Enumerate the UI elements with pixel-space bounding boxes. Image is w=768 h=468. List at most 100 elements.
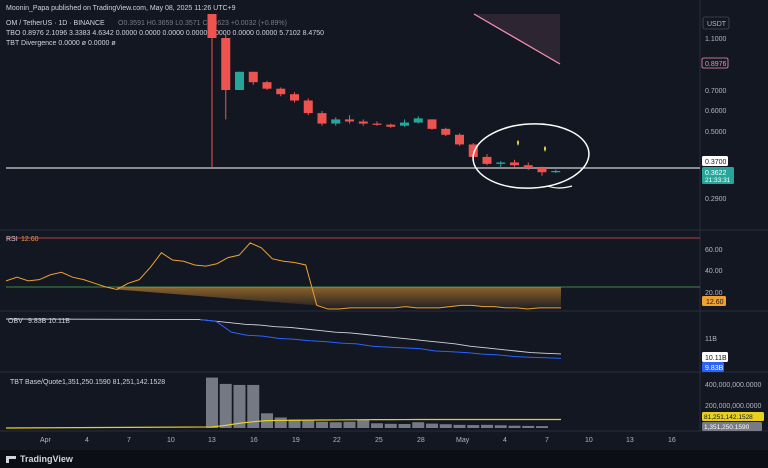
base-quote-label[interactable]: TBT Base/Quote <box>10 379 62 386</box>
candle-body <box>427 119 437 129</box>
rsi-tick-60: 60.00 <box>705 247 723 254</box>
time-tick-16: 16 <box>250 437 258 444</box>
tbo-price-tag <box>701 57 729 69</box>
candle-body <box>345 119 354 122</box>
candle-body <box>290 94 299 101</box>
candle-body <box>455 134 464 145</box>
candle-body <box>276 88 286 95</box>
price-pane[interactable] <box>6 13 700 191</box>
obv-value-tag-text: 9.83B <box>705 365 724 372</box>
candle-body <box>248 71 258 83</box>
time-tick-may-13: 13 <box>626 437 634 444</box>
volume-bar <box>288 419 301 428</box>
candle-body <box>441 128 451 135</box>
rsi-line <box>5 242 561 310</box>
candle-body <box>331 119 341 124</box>
volume-bar <box>412 422 425 428</box>
volume-bar <box>508 425 521 428</box>
candle-body <box>207 14 217 38</box>
time-tick-may-4: 4 <box>503 437 507 444</box>
rsi-label[interactable]: RSI <box>6 236 18 243</box>
time-tick-13: 13 <box>208 437 216 444</box>
tradingview-brand: TradingView <box>20 454 73 464</box>
level-price-tag <box>702 156 728 166</box>
ohlc-readout: O0.3591 H0.3659 L0.3571 C0.3623 +0.0032 … <box>118 20 287 27</box>
volume-bar <box>426 423 438 428</box>
volume-bar <box>384 423 397 428</box>
volume-bar <box>357 419 370 428</box>
time-tick-7: 7 <box>127 437 131 444</box>
rsi-pane[interactable]: RSI 12.60 60.00 40.00 20.00 12.60 <box>5 236 726 310</box>
price-tick-2: 0.7000 <box>705 88 727 95</box>
rsi-oversold-fill <box>117 287 561 310</box>
volume-bar <box>233 384 246 428</box>
level-price-tag-text: 0.3700 <box>705 159 727 166</box>
tradingview-chart[interactable]: Moonin_Papa published on TradingView.com… <box>0 0 768 450</box>
tbo-indicator-label[interactable]: TBO 0.8976 2.1096 3.3383 4.6342 0.0000 0… <box>6 30 324 37</box>
candle-body <box>262 82 272 89</box>
obv-line <box>199 319 562 359</box>
time-tick-10: 10 <box>167 437 175 444</box>
volume-bar <box>206 377 218 428</box>
volume-tick-200m: 200,000,000.0000 <box>705 403 762 410</box>
volume-tick-400m: 400,000,000.0000 <box>705 382 762 389</box>
symbol-label[interactable]: OM / TetherUS · 1D · BINANCE <box>6 20 105 27</box>
volume-bar <box>453 424 466 428</box>
candle-body <box>468 144 478 157</box>
price-tick-5: 0.2900 <box>705 196 727 203</box>
volume-signal-tag-text: 81,251,142.1528 <box>704 414 753 421</box>
time-tick-may-16: 16 <box>668 437 676 444</box>
rsi-value-tag <box>702 296 726 306</box>
time-tick-25: 25 <box>375 437 383 444</box>
obv-signal-tag-text: 10.11B <box>705 355 727 362</box>
time-tick-19: 19 <box>292 437 300 444</box>
time-tick-22: 22 <box>333 437 341 444</box>
price-tick-3: 0.6000 <box>705 108 727 115</box>
tbt-divergence-label[interactable]: TBT Divergence 0.0000 ø 0.0000 ø <box>6 40 116 47</box>
candle-body <box>235 71 244 90</box>
time-tick-may-7: 7 <box>545 437 549 444</box>
candle-body <box>386 124 396 127</box>
candle-body <box>551 170 561 173</box>
candle-body <box>400 122 409 126</box>
bar-countdown: 21:33:31 <box>705 177 731 184</box>
tradingview-logo-icon <box>6 455 16 463</box>
base-quote-pane[interactable]: TBT Base/Quote 1,351,250.1590 81,251,142… <box>5 377 764 431</box>
time-tick-28: 28 <box>417 437 425 444</box>
footer-bar: TradingView <box>0 450 768 468</box>
currency-badge[interactable] <box>702 16 730 30</box>
time-tick-apr: Apr <box>40 437 52 444</box>
tbo-price-tag-text: 0.8976 <box>705 61 727 68</box>
obv-label[interactable]: OBV <box>8 318 23 325</box>
obv-signal-line <box>5 318 562 355</box>
candle-body <box>523 165 533 168</box>
candle-body <box>413 118 423 123</box>
volume-signal-tag <box>702 412 764 421</box>
time-axis[interactable]: Apr 4 7 10 13 16 19 22 25 28 May 4 7 10 … <box>40 437 676 444</box>
candle-body <box>303 100 313 114</box>
volume-bar <box>343 421 356 428</box>
published-header: Moonin_Papa published on TradingView.com… <box>6 5 236 12</box>
tradingview-logo[interactable]: TradingView <box>6 454 73 464</box>
yellow-signal-1 <box>517 140 519 146</box>
candle-body <box>358 121 368 124</box>
time-tick-may-10: 10 <box>585 437 593 444</box>
candle-body <box>221 38 231 90</box>
volume-bar <box>439 424 452 428</box>
rsi-tick-40: 40.00 <box>705 268 723 275</box>
last-price-text: 0.3622 <box>705 170 727 177</box>
volume-bar <box>329 422 342 428</box>
volume-bar <box>316 421 328 428</box>
volume-bar <box>247 384 260 428</box>
price-tick-4: 0.5000 <box>705 129 727 136</box>
candle-body <box>537 168 547 173</box>
time-tick-4: 4 <box>85 437 89 444</box>
volume-value-tag <box>702 422 762 431</box>
obv-pane[interactable]: OBV 9.83B 10.11B 11B 10.11B 9.83B <box>5 318 728 372</box>
price-axis[interactable]: USDT 1.1000 0.7000 0.6000 0.5000 0.2900 … <box>701 16 734 203</box>
volume-bar <box>494 425 507 428</box>
volume-bar <box>302 420 315 428</box>
candle-body <box>496 162 506 164</box>
yellow-signal-2 <box>544 146 546 152</box>
